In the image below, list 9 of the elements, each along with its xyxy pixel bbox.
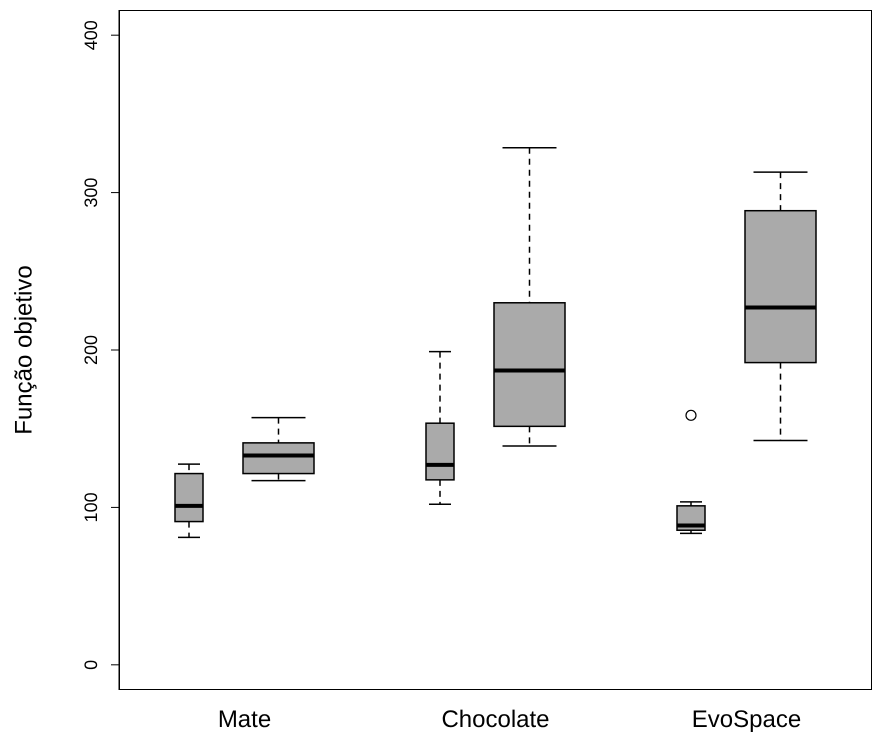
x-tick-label: Mate <box>218 706 272 734</box>
y-tick-label: 200 <box>81 334 101 366</box>
x-tick-label: Chocolate <box>441 706 550 734</box>
y-tick-label: 0 <box>81 660 101 670</box>
y-axis-title: Função objetivo <box>10 265 38 435</box>
x-tick-label: EvoSpace <box>692 706 802 734</box>
y-tick-label: 300 <box>81 178 101 208</box>
y-tick-label: 100 <box>81 492 101 522</box>
y-tick-label: 400 <box>81 20 101 50</box>
